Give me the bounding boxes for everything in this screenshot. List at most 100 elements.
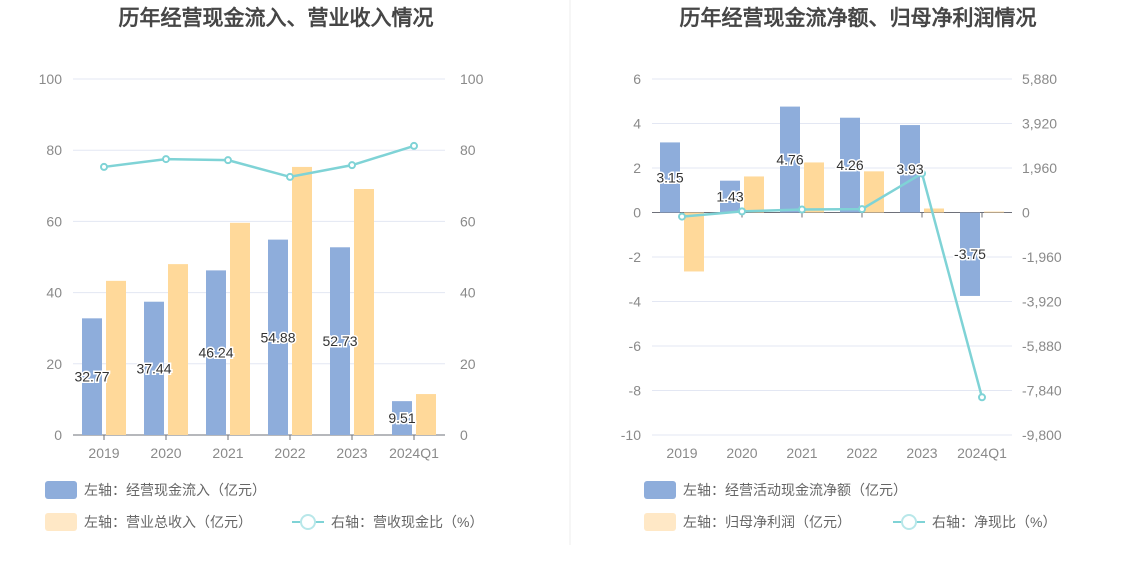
x-axis-label: 2022 xyxy=(846,445,877,461)
bar-series-2 xyxy=(984,211,1004,213)
x-axis-label: 2022 xyxy=(274,445,305,461)
legend-item-label[interactable]: 左轴：经营活动现金流净额（亿元） xyxy=(683,482,907,498)
line-series xyxy=(681,171,984,398)
bar-series-1 xyxy=(780,106,800,213)
left-axis-tick: -10 xyxy=(621,427,641,443)
bar-series-2 xyxy=(292,166,312,435)
bar-data-label: 54.88 xyxy=(260,329,295,345)
line-point xyxy=(162,155,170,164)
line-point xyxy=(978,393,986,402)
bar-series-1 xyxy=(206,270,226,435)
bar-data-label: 9.51 xyxy=(388,410,415,426)
x-axis-label: 2023 xyxy=(906,445,937,461)
x-axis-label: 2023 xyxy=(336,445,367,461)
left-axis-tick: 0 xyxy=(54,427,62,443)
x-axis-label: 2019 xyxy=(88,445,119,461)
bar-series-2 xyxy=(168,264,188,435)
left-axis-tick: -4 xyxy=(629,294,642,310)
left-axis-tick: 0 xyxy=(633,205,641,221)
right-axis-tick: -7,840 xyxy=(1022,383,1062,399)
chart-title-left: 历年经营现金流入、营业收入情况 xyxy=(119,6,434,30)
chart-title-right: 历年经营现金流净额、归母净利润情况 xyxy=(680,6,1037,30)
right-axis-tick: -5,880 xyxy=(1022,338,1062,354)
legend-item-marker[interactable] xyxy=(901,514,917,530)
right-axis-tick: 3,920 xyxy=(1022,116,1057,132)
left-axis-tick: 40 xyxy=(46,285,62,301)
bar-data-label: 46.24 xyxy=(198,345,233,361)
right-axis-tick: 40 xyxy=(460,285,476,301)
bar-series-1 xyxy=(900,125,920,213)
bar-data-label: 32.77 xyxy=(74,369,109,385)
line-series xyxy=(103,144,415,179)
x-axis-label: 2020 xyxy=(150,445,181,461)
bar-series-1 xyxy=(82,318,102,435)
left-axis-tick: 60 xyxy=(46,213,62,229)
left-axis-tick: 6 xyxy=(633,71,641,87)
line-point xyxy=(918,169,926,178)
bar-series-2 xyxy=(354,189,374,435)
legend-item-label[interactable]: 左轴：归母净利润（亿元） xyxy=(683,514,851,530)
right-axis-tick: 20 xyxy=(460,356,476,372)
left-axis-tick: -6 xyxy=(629,338,642,354)
x-axis-label: 2021 xyxy=(212,445,243,461)
x-axis-label: 2019 xyxy=(666,445,697,461)
line-point xyxy=(410,141,418,150)
bar-series-1 xyxy=(660,142,680,213)
left-axis-tick: 2 xyxy=(633,160,641,176)
bar-series-1 xyxy=(330,247,350,435)
bar-series-1 xyxy=(960,212,980,296)
right-axis-tick: 100 xyxy=(460,71,484,87)
legend-item-swatch[interactable] xyxy=(644,513,676,531)
bar-series-1 xyxy=(840,117,860,213)
line-point xyxy=(224,156,232,165)
right-axis-tick: 0 xyxy=(460,427,468,443)
legend-item-swatch[interactable] xyxy=(45,481,77,499)
right-axis-tick: -9,800 xyxy=(1022,427,1062,443)
x-axis-label: 2024Q1 xyxy=(957,445,1007,461)
line-point xyxy=(100,162,108,171)
line-point xyxy=(348,161,356,170)
bar-series-2 xyxy=(744,176,764,213)
bar-data-label: -3.75 xyxy=(954,246,986,262)
line-point xyxy=(858,205,866,214)
left-axis-tick: -8 xyxy=(629,383,642,399)
bar-data-label: 4.26 xyxy=(836,157,863,173)
right-axis-tick: 0 xyxy=(1022,205,1030,221)
x-axis-label: 2021 xyxy=(786,445,817,461)
bar-series-2 xyxy=(684,212,704,272)
bar-data-label: 3.93 xyxy=(896,161,923,177)
line-point xyxy=(738,207,746,216)
legend-item-label[interactable]: 左轴：营业总收入（亿元） xyxy=(84,514,252,530)
bar-series-1 xyxy=(720,180,740,213)
line-point xyxy=(798,205,806,214)
legend-item-label[interactable]: 右轴：净现比（%） xyxy=(932,514,1056,530)
legend-item-swatch[interactable] xyxy=(45,513,77,531)
bar-series-2 xyxy=(416,394,436,435)
left-axis-tick: 80 xyxy=(46,142,62,158)
bar-series-2 xyxy=(106,280,126,435)
bar-series-2 xyxy=(804,162,824,213)
bar-series-1 xyxy=(392,401,412,435)
x-axis-label: 2024Q1 xyxy=(389,445,439,461)
bar-data-label: 1.43 xyxy=(716,189,743,205)
left-axis-tick: 100 xyxy=(39,71,63,87)
right-axis-tick: 5,880 xyxy=(1022,71,1057,87)
x-axis-label: 2020 xyxy=(726,445,757,461)
right-axis-tick: 60 xyxy=(460,213,476,229)
bar-series-2 xyxy=(230,222,250,435)
line-point xyxy=(678,212,686,221)
right-axis-tick: -3,920 xyxy=(1022,294,1062,310)
left-axis-tick: 20 xyxy=(46,356,62,372)
right-axis-tick: 80 xyxy=(460,142,476,158)
legend-item-label[interactable]: 左轴：经营现金流入（亿元） xyxy=(84,482,266,498)
legend-item-marker[interactable] xyxy=(300,514,316,530)
bar-data-label: 3.15 xyxy=(656,169,683,185)
right-axis-tick: 1,960 xyxy=(1022,160,1057,176)
legend-item-swatch[interactable] xyxy=(644,481,676,499)
bar-data-label: 37.44 xyxy=(136,360,171,376)
legend-item-label[interactable]: 右轴：营收现金比（%） xyxy=(331,514,483,530)
left-axis-tick: -2 xyxy=(629,249,642,265)
bar-series-1 xyxy=(144,301,164,435)
